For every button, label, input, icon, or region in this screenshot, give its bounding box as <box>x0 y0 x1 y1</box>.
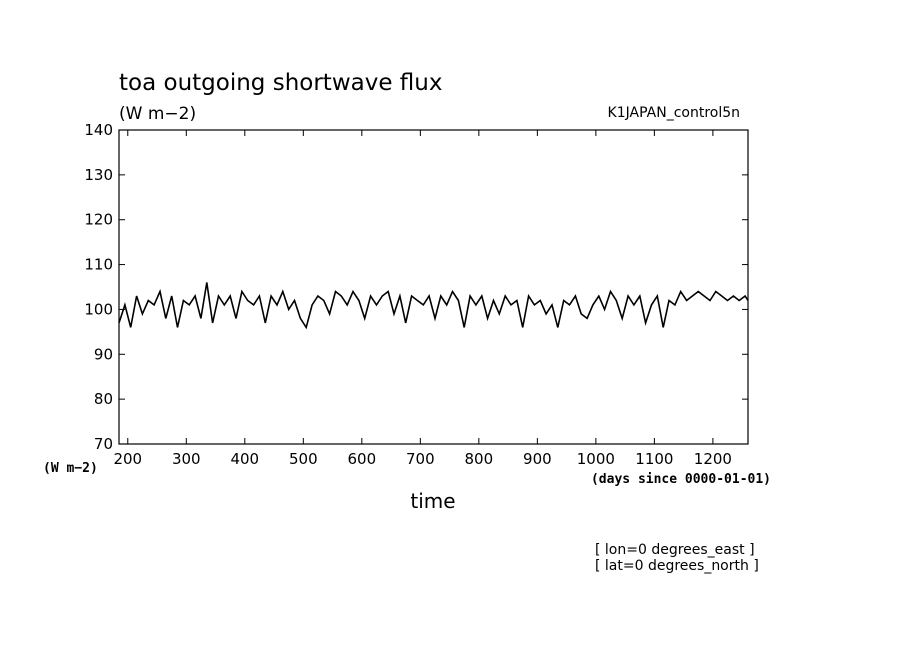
x-tick-label: 200 <box>113 450 142 468</box>
y-tick-label: 110 <box>84 256 113 274</box>
y-tick-label: 140 <box>84 121 113 139</box>
y-tick-label: 120 <box>84 211 113 229</box>
y-axis-label: (W m−2) <box>43 461 98 476</box>
x-axis-ticks: 200 300 400 500 600 700 800 900 1000 1100 1200 <box>113 130 732 468</box>
x-tick-label: 1200 <box>694 450 732 468</box>
plot-frame <box>118 129 749 445</box>
x-tick-label: 500 <box>289 450 318 468</box>
x-tick-label: 400 <box>230 450 259 468</box>
chart-title: toa outgoing shortwave flux <box>119 70 442 96</box>
x-tick-label: 1100 <box>635 450 673 468</box>
y-tick-label: 70 <box>94 435 113 453</box>
x-tick-label: 600 <box>348 450 377 468</box>
y-tick-label: 100 <box>84 300 113 318</box>
footnote-lat: [ lat=0 degrees_north ] <box>595 558 759 574</box>
x-tick-label: 900 <box>523 450 552 468</box>
run-label: K1JAPAN_control5n <box>608 105 740 121</box>
x-units-label: (days since 0000-01-01) <box>591 472 771 487</box>
x-tick-label: 700 <box>406 450 435 468</box>
series-layer <box>118 282 749 330</box>
y-tick-label: 80 <box>94 390 113 408</box>
footnote-lon: [ lon=0 degrees_east ] <box>595 542 755 558</box>
y-axis-ticks: 70 80 90 100 110 120 130 140 <box>84 121 748 453</box>
series-line <box>118 282 749 330</box>
x-tick-label: 800 <box>465 450 494 468</box>
x-axis-label: time <box>410 489 455 513</box>
y-tick-label: 130 <box>84 166 113 184</box>
x-tick-label: 1000 <box>577 450 615 468</box>
chart-subtitle: (W m−2) <box>119 104 196 124</box>
y-tick-label: 90 <box>94 345 113 363</box>
x-tick-label: 300 <box>172 450 201 468</box>
